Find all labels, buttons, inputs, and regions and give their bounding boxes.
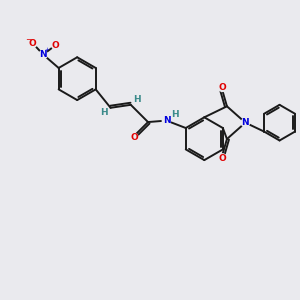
Text: +: +	[44, 47, 50, 52]
Text: H: H	[171, 110, 178, 118]
Text: O: O	[29, 39, 37, 48]
Circle shape	[100, 108, 108, 116]
Circle shape	[218, 83, 226, 92]
Circle shape	[130, 134, 138, 142]
Circle shape	[28, 39, 37, 47]
Circle shape	[133, 95, 142, 104]
Circle shape	[170, 110, 178, 118]
Text: N: N	[163, 116, 170, 125]
Circle shape	[39, 50, 47, 59]
Circle shape	[218, 154, 226, 162]
Circle shape	[241, 118, 250, 127]
Text: O: O	[219, 154, 226, 163]
Circle shape	[162, 116, 171, 125]
Text: N: N	[39, 50, 47, 59]
Text: O: O	[52, 40, 60, 50]
Text: O: O	[219, 83, 226, 92]
Text: H: H	[134, 95, 141, 104]
Circle shape	[52, 41, 60, 49]
Text: N: N	[242, 118, 249, 127]
Text: H: H	[100, 108, 108, 117]
Text: −: −	[26, 34, 32, 43]
Text: O: O	[130, 133, 138, 142]
